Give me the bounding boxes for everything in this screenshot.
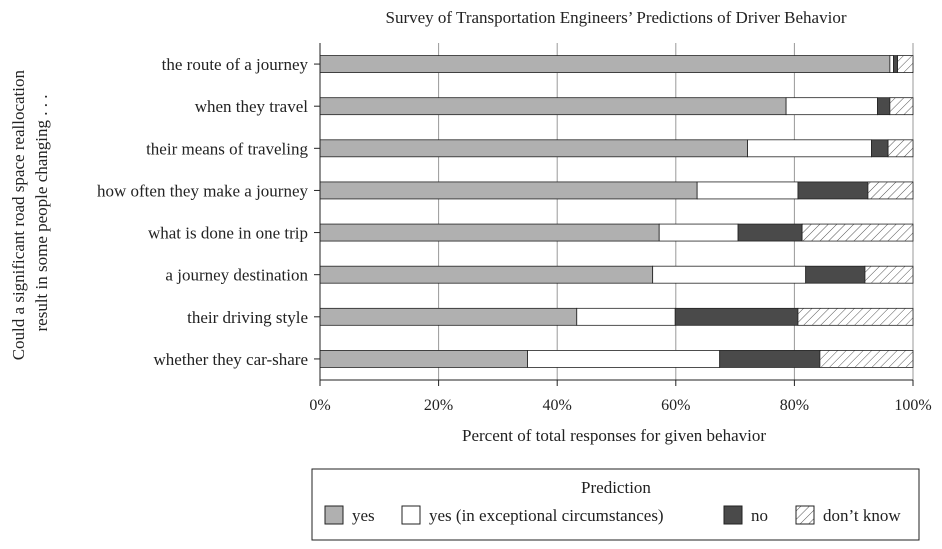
bar-segment <box>889 55 894 73</box>
legend-label: don’t know <box>823 506 901 525</box>
bar-segment <box>801 223 914 242</box>
legend-swatch <box>795 505 815 525</box>
bar-segment <box>897 55 914 73</box>
x-tick-label: 20% <box>424 397 453 414</box>
x-tick-label: 80% <box>780 397 809 414</box>
bar-segment <box>319 223 660 242</box>
bar-segment <box>737 223 803 242</box>
legend-swatch <box>401 505 421 525</box>
bar-segment <box>576 307 676 326</box>
bar-segment <box>319 55 891 73</box>
x-tick-label: 60% <box>661 397 690 414</box>
legend-label: yes <box>352 506 375 525</box>
bar-segment <box>785 97 878 116</box>
x-tick-label: 100% <box>894 397 931 414</box>
legend-title: Prediction <box>581 478 651 497</box>
bar-segment <box>319 139 748 158</box>
bar-segment <box>696 181 799 200</box>
bar-segment <box>797 307 914 326</box>
bar-segment <box>319 97 787 116</box>
bar-segment <box>319 265 654 284</box>
legend-items: yes yes (in exceptional circumstances) no d… <box>324 505 901 525</box>
legend-swatch <box>723 505 743 525</box>
bar-segment <box>719 350 821 368</box>
category-label: a journey destination <box>165 266 308 285</box>
category-label: when they travel <box>195 97 309 116</box>
y-axis-title: Could a significant road space reallocat… <box>9 66 51 361</box>
bar-segment <box>652 265 807 284</box>
bar-segment <box>805 265 866 284</box>
category-label: their means of traveling <box>146 139 308 158</box>
x-tick-label: 0% <box>309 397 330 414</box>
bar-segment <box>319 350 528 368</box>
bar-segment <box>319 307 578 326</box>
chart-title: Survey of Transportation Engineers’ Pred… <box>386 8 847 27</box>
bar-segment <box>887 139 914 158</box>
y-axis-title-line-2: result in some people changing . . . <box>32 94 51 331</box>
axes: 0% 20% 40% 60% 80% 100% the route of a journey… <box>97 43 932 414</box>
category-label: whether they car-share <box>154 350 308 369</box>
legend-label: yes (in exceptional circumstances) <box>429 506 664 525</box>
bar-segment <box>893 55 898 73</box>
legend-label: no <box>751 506 768 525</box>
bar-segment <box>658 223 739 242</box>
legend: Prediction yes yes (in exceptional circum… <box>311 468 920 541</box>
bar-segment <box>819 350 914 368</box>
x-axis-title: Percent of total responses for given beh… <box>462 426 766 445</box>
bar-segment <box>747 139 872 158</box>
bar-segment <box>871 139 889 158</box>
bar-segment <box>889 97 914 116</box>
bar-segment <box>797 181 869 200</box>
bar-segment <box>319 181 698 200</box>
legend-box <box>311 468 920 541</box>
category-label: the route of a journey <box>162 55 309 74</box>
category-label: their driving style <box>187 308 308 327</box>
bars <box>319 55 914 368</box>
category-label: what is done in one trip <box>148 224 308 243</box>
bar-segment <box>877 97 891 116</box>
legend-swatch <box>324 505 344 525</box>
bar-segment <box>674 307 799 326</box>
grid <box>438 43 914 380</box>
y-axis-title-line-1: Could a significant road space reallocat… <box>9 69 28 360</box>
category-label: how often they make a journey <box>97 181 309 200</box>
bar-segment <box>527 350 721 368</box>
x-tick-label: 40% <box>543 397 572 414</box>
bar-segment <box>867 181 914 200</box>
bar-segment <box>864 265 914 284</box>
